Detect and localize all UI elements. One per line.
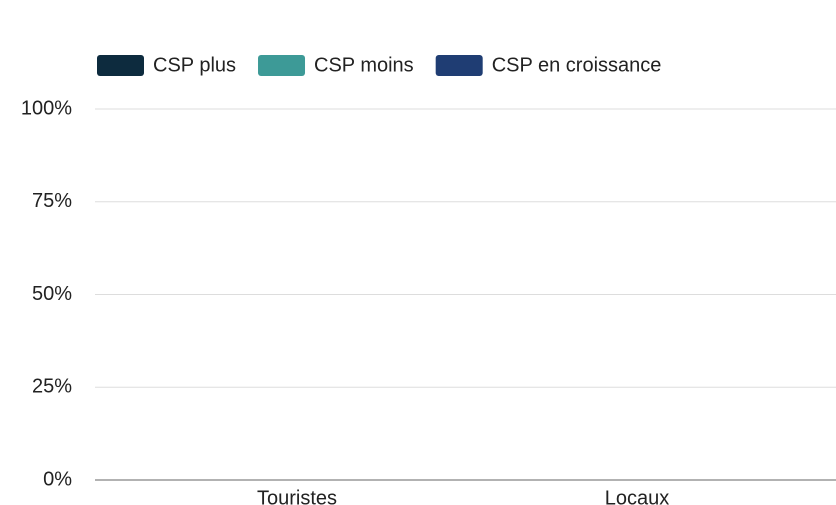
y-tick-label: 0%: [43, 468, 72, 490]
y-tick-label: 75%: [32, 190, 72, 212]
x-tick-label: Locaux: [605, 487, 670, 505]
legend-swatch: [258, 55, 306, 76]
y-tick-label: 100%: [21, 97, 72, 119]
legend-swatch: [435, 55, 483, 76]
legend-label: CSP moins: [314, 54, 414, 76]
legend-swatch: [97, 55, 144, 76]
x-tick-label: Touristes: [257, 487, 337, 505]
y-tick-label: 50%: [32, 283, 72, 305]
legend-label: CSP plus: [153, 54, 236, 76]
y-tick-label: 25%: [32, 376, 72, 398]
legend-label: CSP en croissance: [492, 54, 662, 76]
